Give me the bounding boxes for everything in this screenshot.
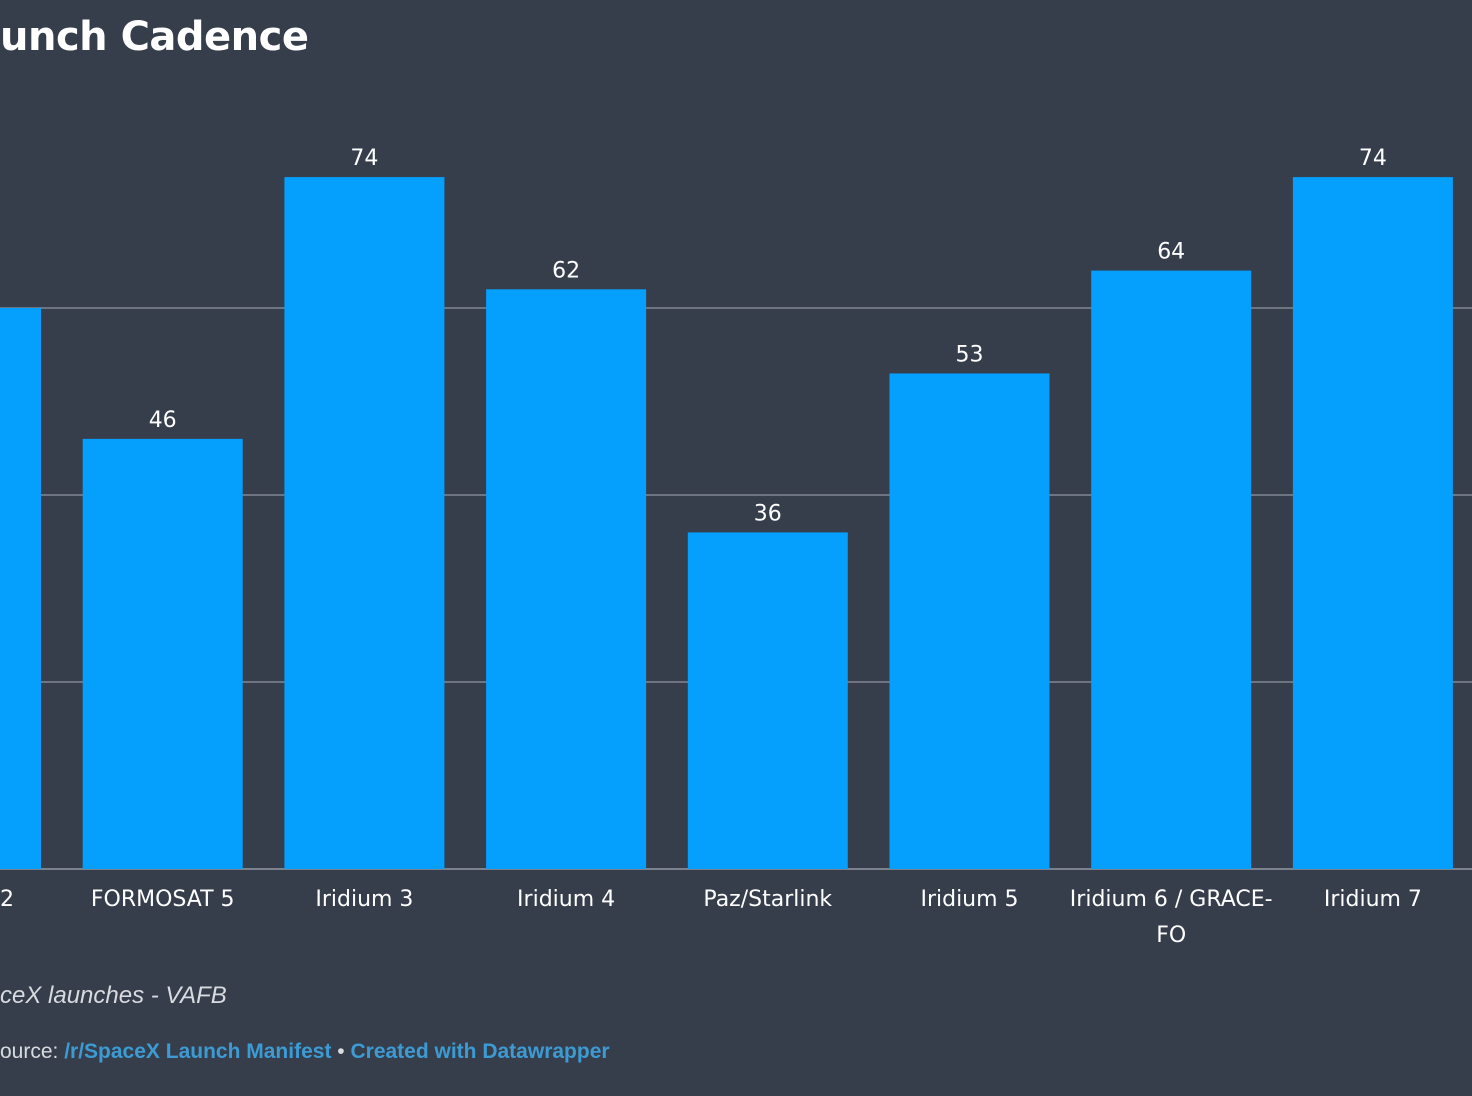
- value-label: 36: [754, 501, 782, 526]
- category-label: Iridium 6 / GRACE-: [1070, 887, 1273, 912]
- category-label: Iridium 5: [920, 887, 1018, 912]
- source-link[interactable]: /r/SpaceX Launch Manifest: [64, 1040, 332, 1063]
- category-labels: 2 FORMOSAT 5 Iridium 3 Iridium 4 Paz/Starlin…: [0, 887, 1422, 948]
- value-labels: 46 74 62 36 53 64 74: [149, 146, 1387, 526]
- category-label: FO: [1156, 923, 1186, 948]
- category-label: Iridium 7: [1324, 887, 1422, 912]
- chart-source: ource: /r/SpaceX Launch Manifest • Creat…: [0, 1040, 610, 1064]
- source-separator: •: [331, 1040, 351, 1063]
- category-label: Iridium 3: [315, 887, 413, 912]
- category-label: FORMOSAT 5: [91, 887, 235, 912]
- category-label: Paz/Starlink: [703, 887, 832, 912]
- value-label: 64: [1157, 240, 1185, 265]
- bar[interactable]: [687, 532, 848, 869]
- bar[interactable]: [82, 438, 243, 869]
- value-label: 53: [956, 342, 984, 367]
- value-label: 74: [1359, 146, 1387, 171]
- chart-note: ceX launches - VAFB: [0, 982, 227, 1009]
- bar[interactable]: [486, 289, 647, 869]
- value-label: 62: [552, 258, 580, 283]
- bar[interactable]: [889, 373, 1050, 869]
- datawrapper-link[interactable]: Created with Datawrapper: [350, 1040, 610, 1063]
- bar[interactable]: [1091, 270, 1252, 870]
- bar[interactable]: [1292, 177, 1453, 870]
- chart-title: unch Cadence: [0, 14, 309, 60]
- source-prefix: ource:: [0, 1040, 65, 1063]
- value-label: 46: [149, 408, 177, 433]
- category-label: 2: [0, 887, 14, 912]
- category-label: Iridium 4: [517, 887, 615, 912]
- bars: [0, 177, 1453, 870]
- bar[interactable]: [0, 308, 41, 869]
- bar[interactable]: [284, 177, 445, 870]
- value-label: 74: [350, 146, 378, 171]
- bar-chart: 46 74 62 36 53 64 74 2 FORMOSAT 5 Iridium 3 Iridi…: [0, 146, 1472, 948]
